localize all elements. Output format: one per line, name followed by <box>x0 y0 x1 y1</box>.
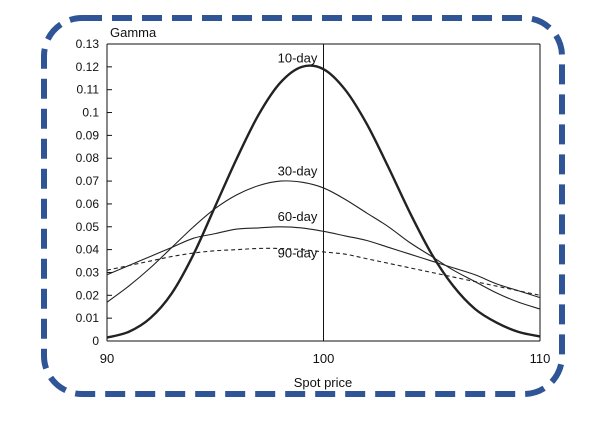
x-axis-title: Spot price <box>294 375 353 390</box>
x-tick-label: 90 <box>100 351 114 366</box>
y-tick-label: 0.01 <box>76 311 100 325</box>
series-labels: 10-day 30-day 60-day 90-day <box>278 50 318 260</box>
y-tick-label: 0.08 <box>76 151 100 165</box>
series-label: 30-day <box>278 163 318 178</box>
series-group <box>106 64 541 339</box>
y-tick-label: 0.07 <box>76 174 100 188</box>
y-tick-label: 0.1 <box>82 106 99 120</box>
x-tick-label: 100 <box>313 351 335 366</box>
y-tick-label: 0.09 <box>76 128 100 142</box>
series-line-60-day <box>106 226 541 299</box>
y-ticks: 0 0.01 0.02 0.03 0.04 0.05 0.06 0.07 0.08 0.09 0.1… <box>76 37 112 348</box>
x-tick-label: 110 <box>530 351 551 366</box>
y-tick-label: 0 <box>92 334 99 348</box>
y-tick-label: 0.11 <box>77 83 100 97</box>
y-tick-label: 0.12 <box>76 60 100 74</box>
y-tick-label: 0.03 <box>76 265 100 279</box>
series-label: 90-day <box>278 246 318 261</box>
series-line-30-day <box>106 180 541 310</box>
y-tick-label: 0.13 <box>76 37 100 51</box>
series-label: 60-day <box>278 209 318 224</box>
series-line-10-day <box>106 64 541 339</box>
x-ticks: 90 100 110 <box>100 336 551 366</box>
series-label: 10-day <box>278 50 318 65</box>
dashed-frame <box>41 15 565 397</box>
y-tick-label: 0.04 <box>76 243 100 257</box>
series-line-90-day <box>106 247 541 296</box>
y-tick-label: 0.02 <box>76 288 100 302</box>
y-tick-label: 0.06 <box>76 197 100 211</box>
y-tick-label: 0.05 <box>76 220 100 234</box>
y-axis-title: Gamma <box>110 25 157 40</box>
